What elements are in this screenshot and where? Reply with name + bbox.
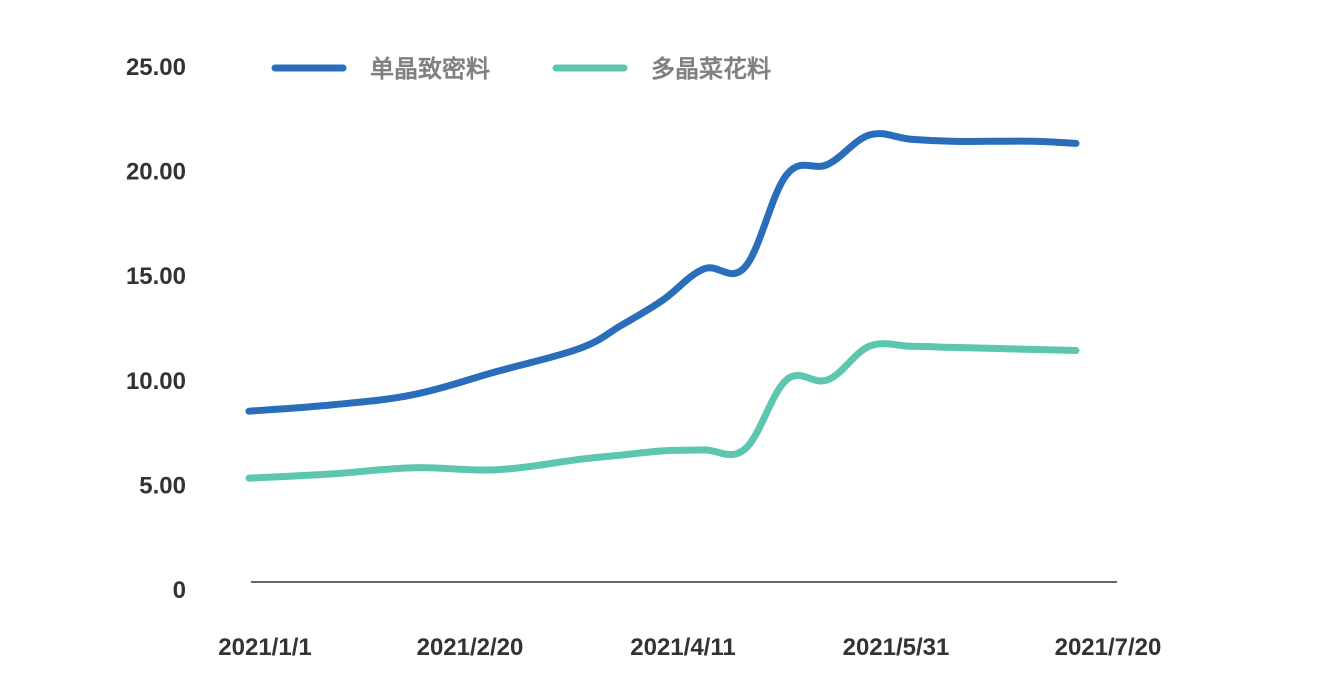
y-tick-label: 0 [173, 577, 186, 604]
x-axis-ticks: 2021/1/1 2021/2/20 2021/4/11 2021/5/31 2021/… [218, 634, 1161, 661]
series-line-1 [245, 340, 1080, 482]
x-tick-label: 2021/5/31 [843, 634, 950, 661]
series-layer [245, 130, 1080, 482]
series-line-0 [245, 130, 1080, 415]
x-tick-label: 2021/1/1 [218, 634, 311, 661]
x-tick-label: 2021/7/20 [1055, 634, 1162, 661]
x-tick-label: 2021/4/11 [630, 634, 735, 661]
legend: 单晶致密料 多晶菜花料 [271, 55, 771, 83]
y-tick-label: 5.00 [139, 472, 186, 499]
legend-label: 多晶菜花料 [651, 56, 771, 83]
y-tick-label: 10.00 [126, 368, 186, 395]
x-tick-label: 2021/2/20 [417, 634, 524, 661]
y-tick-label: 25.00 [126, 54, 186, 81]
y-tick-label: 20.00 [126, 159, 186, 186]
y-tick-label: 15.00 [126, 263, 186, 290]
legend-label: 单晶致密料 [370, 55, 490, 83]
y-axis-ticks: 0 5.00 10.00 15.00 20.00 25.00 [126, 54, 186, 604]
